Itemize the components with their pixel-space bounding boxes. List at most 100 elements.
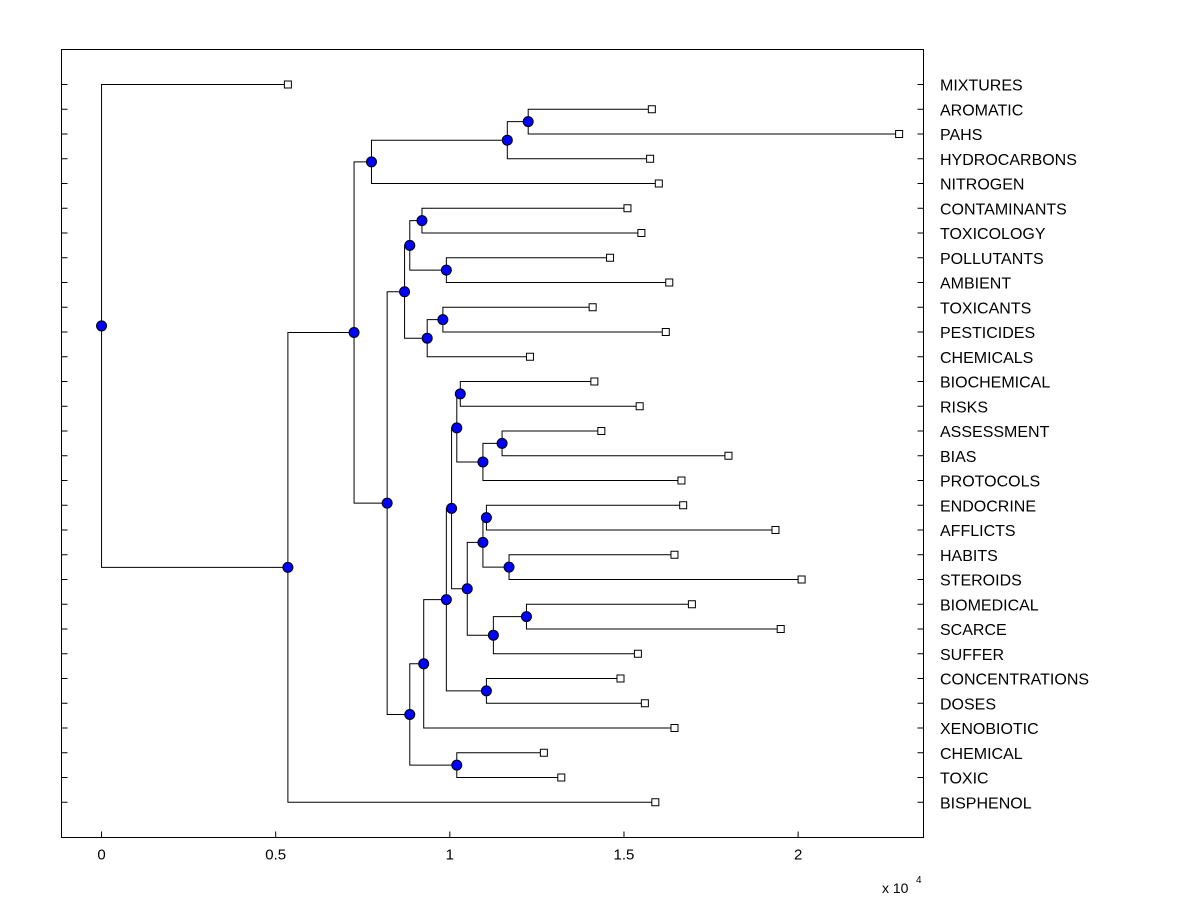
- leaf-label: CHEMICALS: [940, 350, 1033, 367]
- leaf-marker: [771, 526, 780, 534]
- leaf-label: DOSES: [940, 696, 996, 713]
- leaf-marker: [539, 748, 548, 757]
- leaf-label: SUFFER: [940, 647, 1004, 664]
- leaf-marker: [623, 204, 632, 213]
- leaf-label: PAHS: [940, 127, 982, 144]
- leaf-label: BIOMEDICAL: [940, 597, 1039, 614]
- leaf-label: RISKS: [940, 399, 988, 416]
- merge-node: [399, 286, 411, 298]
- link-branch: [445, 257, 611, 271]
- leaf-marker: [616, 674, 625, 683]
- merge-node: [437, 314, 449, 326]
- link-branch: [485, 690, 645, 704]
- x-tick-label: 2: [794, 847, 802, 864]
- leaf-marker: [670, 550, 679, 559]
- merge-node: [496, 437, 508, 449]
- leaf-label: CHEMICAL: [940, 746, 1023, 763]
- leaf-label: STEROIDS: [940, 573, 1022, 590]
- merge-node: [440, 594, 452, 606]
- link-branch: [101, 325, 288, 568]
- leaf-marker: [651, 798, 660, 807]
- leaf-marker: [895, 130, 904, 138]
- x-tick-label: 0: [97, 847, 105, 864]
- link-branch: [527, 108, 652, 122]
- leaf-label: HYDROCARBONS: [940, 152, 1077, 169]
- link-branch: [445, 599, 487, 692]
- merge-node: [440, 264, 452, 276]
- link-branch: [456, 765, 562, 778]
- leaf-label: HABITS: [940, 548, 998, 565]
- leaf-marker: [283, 80, 292, 89]
- link-branch: [456, 427, 483, 463]
- merge-node: [454, 388, 466, 400]
- leaf-marker: [797, 575, 806, 584]
- link-branch: [386, 503, 410, 715]
- leaf-label: AROMATIC: [940, 102, 1023, 119]
- link-branch: [409, 245, 447, 271]
- x-scale-label: x 10: [882, 880, 909, 896]
- link-branch: [501, 443, 729, 457]
- link-branch: [508, 567, 802, 580]
- leaf-markers: [283, 80, 904, 807]
- leaf-marker: [654, 179, 663, 188]
- leaf-marker: [633, 649, 642, 658]
- merge-node: [480, 512, 492, 524]
- leaf-marker: [776, 625, 785, 633]
- merge-node: [451, 422, 463, 434]
- leaf-label: ASSESSMENT: [940, 424, 1050, 441]
- leaf-labels: MIXTURES AROMATIC PAHS HYDROCARBONS NITROGEN…: [940, 78, 1089, 813]
- leaf-marker: [724, 451, 733, 460]
- link-branch: [459, 393, 640, 407]
- plot-frame: [61, 49, 924, 838]
- link-branch: [370, 161, 659, 184]
- leaf-label: TOXIC: [940, 771, 989, 788]
- link-branch: [482, 442, 503, 462]
- leaf-label: BIAS: [940, 449, 976, 466]
- link-branch: [492, 635, 638, 655]
- link-branch: [445, 270, 670, 283]
- merge-node: [446, 502, 458, 514]
- leaf-marker: [597, 427, 606, 435]
- leaf-label: XENOBIOTIC: [940, 721, 1039, 738]
- leaf-label: TOXICOLOGY: [940, 226, 1046, 243]
- merge-node: [522, 116, 534, 128]
- link-branch: [353, 332, 388, 504]
- link-branch: [492, 616, 527, 636]
- merge-node: [451, 759, 463, 771]
- merge-node: [480, 685, 492, 697]
- leaf-marker: [679, 501, 688, 510]
- link-branch: [421, 220, 642, 234]
- link-branch: [525, 603, 692, 617]
- leaf-marker: [647, 105, 656, 114]
- merge-nodes: [96, 116, 534, 771]
- link-branch: [482, 542, 510, 568]
- merge-node: [520, 611, 532, 623]
- leaf-marker: [635, 402, 644, 411]
- x-scale-exponent: 4: [916, 875, 922, 886]
- link-branch: [482, 461, 682, 481]
- merge-node: [416, 215, 428, 227]
- leaf-label: MIXTURES: [940, 78, 1023, 95]
- leaf-marker: [687, 600, 696, 609]
- leaf-label: NITROGEN: [940, 177, 1024, 194]
- x-tick-label: 0.5: [265, 847, 286, 864]
- link-branch: [466, 588, 494, 636]
- link-branch: [404, 244, 410, 292]
- link-branch: [442, 306, 593, 320]
- leaf-marker: [606, 253, 615, 262]
- leaf-marker: [677, 476, 686, 485]
- link-branch: [404, 291, 428, 339]
- link-branch: [451, 508, 468, 590]
- link-branch: [456, 752, 544, 766]
- link-branch: [287, 331, 355, 568]
- link-branch: [370, 139, 508, 162]
- merge-node: [365, 156, 377, 168]
- leaf-marker: [525, 352, 534, 361]
- link-branch: [101, 84, 288, 326]
- merge-node: [404, 239, 416, 251]
- leaf-marker: [637, 229, 646, 237]
- link-branch: [445, 507, 452, 600]
- y-ticks: [61, 84, 924, 803]
- link-branch: [421, 207, 628, 221]
